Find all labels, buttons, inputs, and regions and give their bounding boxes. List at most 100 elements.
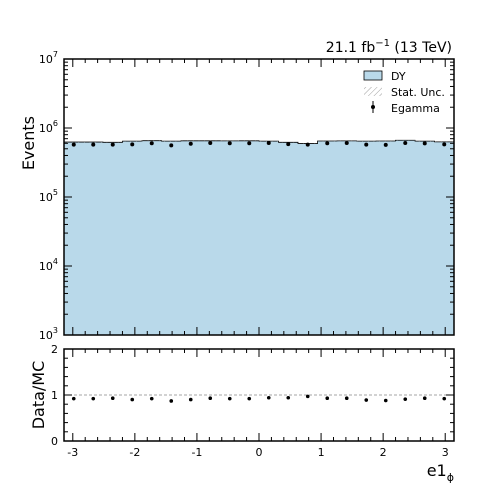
ratio-point bbox=[403, 397, 408, 401]
egamma-point bbox=[227, 141, 232, 146]
ratio-point bbox=[91, 396, 96, 401]
stat-unc-band bbox=[434, 141, 454, 143]
ratio-point bbox=[305, 394, 310, 399]
ratio-point bbox=[247, 396, 252, 401]
ratio-point bbox=[422, 396, 427, 401]
ratio-point bbox=[364, 398, 369, 402]
x-axis-title: e1ϕ bbox=[427, 461, 454, 484]
y-tick-label-exp: 4 bbox=[53, 257, 58, 266]
egamma-point bbox=[130, 142, 135, 147]
ratio-point bbox=[286, 395, 291, 400]
y-tick-label-exp: 6 bbox=[53, 119, 58, 128]
stat-unc-band bbox=[181, 140, 201, 142]
egamma-point bbox=[266, 141, 271, 146]
ratio-panel: 0 1 2 -3 -2 -1 0 1 2 3 Data/MC e1ϕ bbox=[29, 343, 455, 484]
ratio-point bbox=[149, 396, 154, 401]
ratio-y-tick-label: 2 bbox=[51, 343, 58, 356]
ratio-y-tick-label: 1 bbox=[51, 389, 58, 402]
main-data-points bbox=[71, 141, 447, 148]
ratio-y-tick-label: 0 bbox=[51, 435, 58, 448]
y-tick-label: 104 bbox=[39, 257, 58, 273]
x-axis-title-base: e1 bbox=[427, 461, 447, 480]
legend-swatch-stat-unc bbox=[364, 87, 382, 96]
egamma-point bbox=[325, 141, 330, 146]
ratio-y-ticks: 0 1 2 bbox=[51, 343, 454, 448]
ratio-point bbox=[344, 396, 349, 401]
ratio-point bbox=[325, 396, 330, 401]
main-histogram-bars bbox=[63, 139, 455, 336]
egamma-point bbox=[247, 141, 252, 146]
stat-unc-band bbox=[356, 141, 377, 142]
x-tick-label: 1 bbox=[318, 446, 325, 459]
egamma-point bbox=[422, 141, 427, 146]
egamma-point bbox=[305, 142, 310, 147]
x-tick-label: 2 bbox=[380, 446, 387, 459]
lumi-base: 21.1 fb bbox=[326, 40, 376, 56]
ratio-point bbox=[130, 397, 135, 402]
x-tick-label: -2 bbox=[129, 446, 140, 459]
main-x-ticks bbox=[72, 59, 446, 335]
stat-unc-band bbox=[395, 140, 416, 141]
lumi-label: 21.1 fb−1 (13 TeV) bbox=[326, 38, 452, 56]
egamma-point bbox=[71, 142, 76, 147]
stat-unc-band bbox=[376, 140, 396, 142]
ratio-point bbox=[266, 395, 271, 400]
legend-marker-egamma bbox=[371, 101, 375, 113]
y-tick-label: 107 bbox=[39, 50, 58, 66]
y-tick-label-base: 10 bbox=[39, 53, 53, 66]
legend-label-egamma: Egamma bbox=[391, 102, 440, 115]
egamma-point bbox=[286, 142, 291, 147]
ratio-point bbox=[188, 397, 193, 402]
legend-label-stat-unc: Stat. Unc. bbox=[391, 86, 445, 99]
y-tick-label-exp: 3 bbox=[53, 326, 58, 335]
stat-unc-band bbox=[220, 140, 240, 142]
egamma-point bbox=[91, 142, 96, 147]
ratio-point bbox=[110, 396, 115, 401]
stat-unc-band bbox=[415, 141, 435, 142]
ratio-points bbox=[71, 394, 447, 403]
legend: DY Stat. Unc. Egamma bbox=[363, 70, 445, 115]
x-tick-label: -1 bbox=[191, 446, 202, 459]
egamma-point bbox=[403, 141, 408, 146]
y-tick-label-base: 10 bbox=[39, 329, 53, 342]
lumi-suffix: (13 TeV) bbox=[390, 40, 452, 56]
y-tick-label-base: 10 bbox=[39, 260, 53, 273]
egamma-point bbox=[383, 142, 388, 147]
stat-unc-band bbox=[317, 140, 337, 142]
ratio-y-axis-title: Data/MC bbox=[29, 361, 48, 430]
egamma-point bbox=[169, 143, 174, 148]
legend-swatch-dy bbox=[363, 70, 383, 81]
ratio-point bbox=[227, 396, 232, 401]
dy-histogram bbox=[63, 139, 455, 336]
stat-unc-band bbox=[141, 140, 162, 142]
egamma-point bbox=[442, 142, 447, 147]
ratio-point bbox=[208, 396, 213, 401]
ratio-point bbox=[383, 398, 388, 403]
ratio-point bbox=[442, 396, 447, 401]
stat-unc-band bbox=[102, 142, 123, 143]
egamma-point bbox=[110, 142, 115, 147]
ratio-point bbox=[71, 396, 76, 401]
y-tick-label-exp: 7 bbox=[53, 50, 58, 59]
lumi-exponent: −1 bbox=[375, 38, 390, 49]
stat-unc-band bbox=[122, 141, 142, 142]
ratio-x-ticks: -3 -2 -1 0 1 2 3 bbox=[67, 349, 449, 459]
y-tick-label: 103 bbox=[39, 326, 58, 342]
x-tick-label: -3 bbox=[67, 446, 78, 459]
y-tick-label: 106 bbox=[39, 119, 58, 135]
egamma-point bbox=[188, 141, 193, 146]
y-tick-label-base: 10 bbox=[39, 191, 53, 204]
x-tick-label: 0 bbox=[256, 446, 263, 459]
egamma-point bbox=[344, 141, 349, 146]
y-tick-label-base: 10 bbox=[39, 122, 53, 135]
egamma-point bbox=[208, 141, 213, 146]
egamma-point bbox=[149, 141, 154, 146]
ratio-point bbox=[169, 399, 174, 403]
legend-label-dy: DY bbox=[391, 70, 406, 83]
stat-unc-band bbox=[200, 140, 221, 142]
egamma-point bbox=[364, 142, 369, 147]
x-tick-label: 3 bbox=[442, 446, 449, 459]
